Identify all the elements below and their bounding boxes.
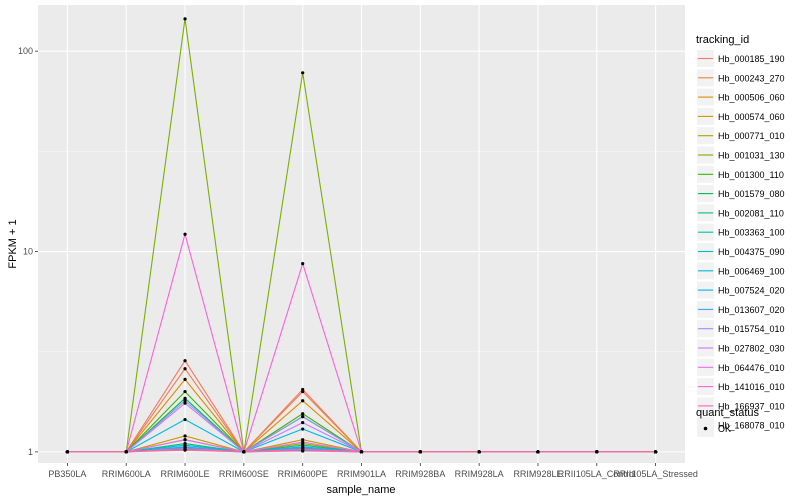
- legend-label: Hb_000185_190: [718, 54, 785, 64]
- legend-label: Hb_000574_060: [718, 112, 785, 122]
- data-point: [301, 438, 305, 442]
- legend-label: Hb_002081_110: [718, 208, 784, 218]
- legend-label: Hb_004375_090: [718, 247, 785, 257]
- data-point: [418, 450, 422, 454]
- data-point: [65, 450, 70, 454]
- x-tick-label: RRIM600SE: [219, 469, 269, 479]
- data-point: [183, 396, 187, 400]
- data-point: [595, 450, 599, 454]
- legend-label: Hb_006469_100: [718, 266, 785, 276]
- data-point: [183, 359, 187, 363]
- x-tick-label: RRIM901LA: [337, 469, 386, 479]
- legend-label: Hb_168078_010: [718, 421, 785, 431]
- x-tick-label: RRIM600PE: [278, 469, 328, 479]
- y-tick-label: 100: [18, 46, 33, 56]
- legend-label: Hb_003363_100: [718, 228, 785, 238]
- data-point: [359, 450, 364, 454]
- legend2-title: quant_status: [696, 407, 759, 419]
- data-point: [183, 417, 187, 422]
- x-tick-label: RRII105LA_Control: [558, 469, 636, 479]
- legend2-label: OK: [718, 424, 731, 434]
- data-point: [183, 17, 187, 21]
- legend-label: Hb_015754_010: [718, 324, 785, 334]
- data-point: [301, 420, 305, 425]
- data-point: [183, 434, 187, 438]
- data-point: [183, 232, 187, 236]
- legend-items: Hb_000185_190 Hb_000243_270 Hb_000506_060 H…: [697, 50, 785, 434]
- legend2-items: OK: [697, 420, 731, 437]
- x-tick-label: RRIM928LA: [455, 469, 504, 479]
- legend-label: Hb_001031_130: [718, 151, 785, 161]
- x-tick-label: RRIM928BA: [395, 469, 445, 479]
- legend-label: Hb_000506_060: [718, 93, 785, 103]
- data-point: [477, 450, 481, 454]
- data-point: [183, 367, 187, 371]
- points-layer: [65, 17, 658, 454]
- data-point: [183, 377, 187, 382]
- x-tick-label: RRII105LA_Stressed: [613, 469, 698, 479]
- data-point: [301, 262, 305, 266]
- data-point: [301, 71, 305, 75]
- x-tick-label: RRIM600LA: [102, 469, 151, 479]
- data-point: [301, 440, 305, 444]
- data-point: [183, 401, 187, 405]
- data-point: [242, 450, 246, 454]
- data-point: [653, 450, 658, 454]
- legend2-point: [703, 426, 708, 431]
- y-tick-label: 1: [28, 447, 33, 457]
- legend-label: Hb_013607_020: [718, 305, 785, 315]
- legend-label: Hb_166937_010: [718, 401, 785, 411]
- data-point: [301, 414, 305, 419]
- data-point: [183, 399, 187, 403]
- legend-label: Hb_001300_110: [718, 170, 784, 180]
- legend-label: Hb_141016_010: [718, 382, 785, 392]
- legend-label: Hb_064476_010: [718, 363, 785, 373]
- legend-label: Hb_027802_030: [718, 344, 785, 354]
- y-tick-label: 10: [23, 247, 33, 257]
- legend-label: Hb_001579_080: [718, 189, 785, 199]
- y-axis: 1 10 100: [18, 46, 38, 457]
- x-axis: PB350LA RRIM600LA RRIM600LE RRIM600SE RRIM60…: [48, 463, 698, 479]
- legend-label: Hb_000771_010: [718, 131, 785, 141]
- data-point: [301, 412, 305, 416]
- data-point: [301, 399, 305, 403]
- data-point: [183, 448, 187, 452]
- legend-title: tracking_id: [696, 34, 749, 46]
- x-tick-label: RRIM928LE: [513, 469, 562, 479]
- data-point: [183, 438, 187, 442]
- legend: tracking_id Hb_000185_190Hb_000243_270Hb…: [696, 34, 785, 434]
- legend-label: Hb_007524_020: [718, 286, 785, 296]
- x-tick-label: RRIM600LE: [161, 469, 210, 479]
- data-point: [183, 389, 187, 394]
- legend-quant-status: quant_status OK: [696, 407, 759, 437]
- data-point: [536, 450, 540, 454]
- y-axis-title: FPKM + 1: [7, 219, 19, 268]
- x-axis-title: sample_name: [326, 484, 395, 496]
- data-point: [124, 450, 128, 454]
- x-tick-label: PB350LA: [48, 469, 86, 479]
- data-point: [301, 389, 305, 394]
- data-point: [301, 427, 305, 431]
- legend-label: Hb_000243_270: [718, 73, 785, 83]
- data-point: [301, 449, 305, 453]
